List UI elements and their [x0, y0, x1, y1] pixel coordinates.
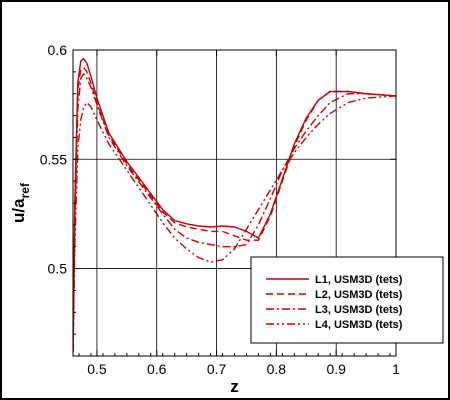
- legend-box: [250, 256, 444, 344]
- x-tick-label: 0.7: [207, 361, 227, 377]
- y-axis-title: u/aref: [9, 182, 32, 223]
- series-line-3: [73, 72, 396, 352]
- x-tick-label: 0.5: [87, 361, 107, 377]
- y-axis-title-subscript: ref: [18, 182, 32, 198]
- legend-label-2: L2, USM3D (tets): [315, 289, 403, 301]
- series-group: [73, 57, 396, 352]
- x-tick-label: 0.6: [147, 361, 167, 377]
- series-line-1: [73, 57, 396, 352]
- x-tick-label: 0.9: [326, 361, 346, 377]
- y-tick-label: 0.6: [48, 42, 68, 58]
- legend-label-3: L3, USM3D (tets): [315, 304, 403, 316]
- x-axis-title: z: [230, 377, 239, 396]
- series-line-4: [73, 95, 396, 352]
- y-tick-label: 0.5: [48, 261, 68, 277]
- y-tick-label: 0.55: [40, 151, 67, 167]
- tick-labels: 0.5 0.6 0.7 0.8 0.9 1 0.5 0.55 0.6: [40, 42, 400, 377]
- series-line-2: [73, 66, 396, 352]
- x-tick-label: 1: [392, 361, 400, 377]
- legend-label-1: L1, USM3D (tets): [315, 274, 403, 286]
- x-tick-label: 0.8: [267, 361, 287, 377]
- y-axis-title-main: u/a: [9, 198, 28, 223]
- ticks: [73, 49, 397, 356]
- legend: L1, USM3D (tets) L2, USM3D (tets) L3, USM3…: [250, 256, 444, 344]
- legend-label-4: L4, USM3D (tets): [315, 319, 403, 331]
